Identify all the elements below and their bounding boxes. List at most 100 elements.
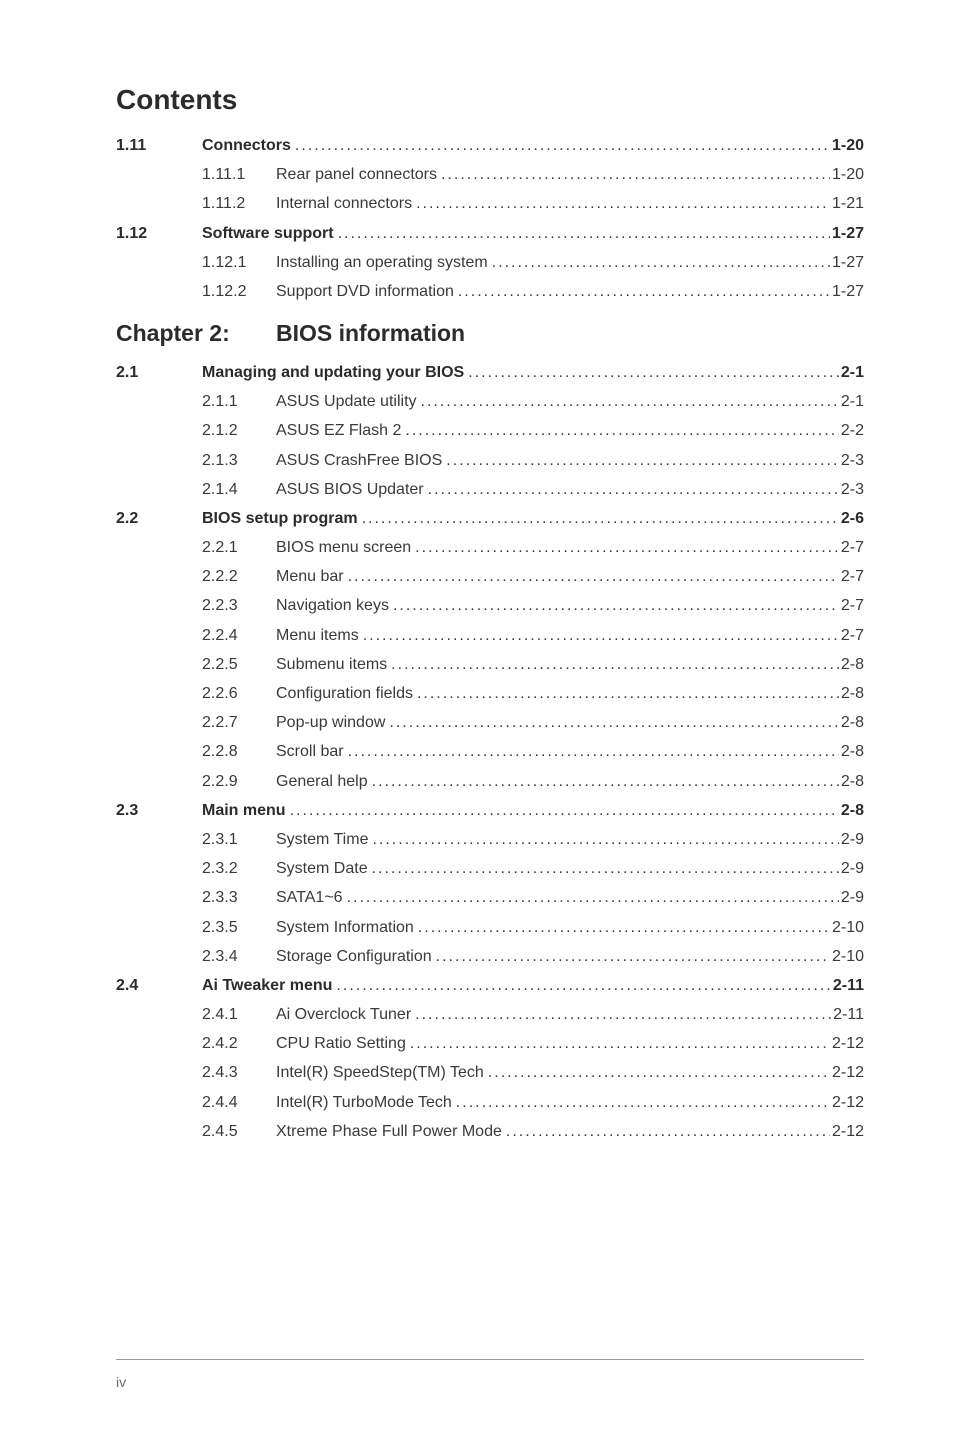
toc-subsection-number: 2.4.4 — [202, 1095, 276, 1111]
toc-row: 1.12Software support1-27 — [116, 226, 864, 242]
toc-entry-label: BIOS menu screen — [276, 540, 411, 556]
toc-leader-dots — [343, 890, 839, 906]
toc-row: 2.2.6Configuration fields2-8 — [116, 686, 864, 702]
toc-row: 2.2.3Navigation keys2-7 — [116, 598, 864, 614]
toc-row: 2.3Main menu2-8 — [116, 803, 864, 819]
toc-entry-label: Submenu items — [276, 657, 387, 673]
toc-subsection-number: 2.2.1 — [202, 540, 276, 556]
toc-page-number: 2-3 — [839, 453, 864, 469]
toc-entry-label: Intel(R) SpeedStep(TM) Tech — [276, 1065, 484, 1081]
toc-entry-label: Intel(R) TurboMode Tech — [276, 1095, 452, 1111]
toc-subsection-number: 2.1.4 — [202, 482, 276, 498]
toc-row: 2.3.3SATA1~62-9 — [116, 890, 864, 906]
toc-subsection-number: 2.2.8 — [202, 744, 276, 760]
toc-page-number: 2-8 — [839, 657, 864, 673]
toc-page-number: 1-27 — [830, 226, 864, 242]
toc-subsection-number: 1.11.1 — [202, 167, 276, 183]
toc-entry-label: Main menu — [202, 803, 286, 819]
toc-page-number: 2-7 — [839, 540, 864, 556]
toc-leader-dots — [411, 540, 839, 556]
toc-entry-label: Ai Tweaker menu — [202, 978, 332, 994]
toc-leader-dots — [454, 284, 830, 300]
toc-page-number: 2-7 — [839, 598, 864, 614]
toc-leader-dots — [432, 949, 830, 965]
toc-leader-dots — [387, 657, 839, 673]
toc-entry-label: SATA1~6 — [276, 890, 343, 906]
toc-page-number: 1-21 — [830, 196, 864, 212]
toc-leader-dots — [401, 423, 839, 439]
toc-page-number: 2-12 — [830, 1036, 864, 1052]
contents-title: Contents — [116, 84, 864, 116]
toc-leader-dots — [424, 482, 839, 498]
chapter-heading: Chapter 2:BIOS information — [116, 320, 864, 347]
toc-subsection-number: 2.4.1 — [202, 1007, 276, 1023]
toc-row: 2.2.5Submenu items 2-8 — [116, 657, 864, 673]
toc-page-number: 2-12 — [830, 1124, 864, 1140]
toc-row: 1.11.2Internal connectors1-21 — [116, 196, 864, 212]
toc-entry-label: Menu items — [276, 628, 359, 644]
toc-page-number: 2-11 — [831, 1007, 864, 1023]
toc-entry-label: BIOS setup program — [202, 511, 358, 527]
toc-entry-label: ASUS Update utility — [276, 394, 417, 410]
toc-leader-dots — [334, 226, 830, 242]
toc-entry-label: Internal connectors — [276, 196, 412, 212]
toc-subsection-number: 2.3.3 — [202, 890, 276, 906]
toc-entry-label: System Time — [276, 832, 368, 848]
toc-leader-dots — [452, 1095, 830, 1111]
toc-page-number: 1-20 — [830, 167, 864, 183]
toc-subsection-number: 2.3.5 — [202, 920, 276, 936]
toc-leader-dots — [344, 744, 839, 760]
toc-section-number: 2.4 — [116, 978, 202, 994]
toc-entry-label: Software support — [202, 226, 334, 242]
toc-leader-dots — [358, 511, 839, 527]
toc-entry-label: Navigation keys — [276, 598, 389, 614]
toc-page-number: 2-8 — [839, 744, 864, 760]
toc-row: 2.1.2ASUS EZ Flash 22-2 — [116, 423, 864, 439]
toc-subsection-number: 2.4.2 — [202, 1036, 276, 1052]
toc-leader-dots — [368, 861, 839, 877]
toc-leader-dots — [442, 453, 839, 469]
toc-page-number: 2-7 — [839, 628, 864, 644]
toc-subsection-number: 2.2.4 — [202, 628, 276, 644]
toc-leader-dots — [488, 255, 830, 271]
toc-entry-label: Connectors — [202, 138, 291, 154]
toc-row: 2.3.5System Information2-10 — [116, 920, 864, 936]
toc-leader-dots — [417, 394, 839, 410]
toc-subsection-number: 2.1.3 — [202, 453, 276, 469]
toc-leader-dots — [414, 920, 830, 936]
toc-entry-label: Storage Configuration — [276, 949, 432, 965]
toc-leader-dots — [502, 1124, 830, 1140]
toc-row: 2.2.2Menu bar2-7 — [116, 569, 864, 585]
toc-page-number: 2-12 — [830, 1065, 864, 1081]
chapter-label: Chapter 2: — [116, 320, 276, 347]
toc-row: 1.11.1Rear panel connectors 1-20 — [116, 167, 864, 183]
toc-leader-dots — [411, 1007, 831, 1023]
toc-subsection-number: 2.2.6 — [202, 686, 276, 702]
toc-page-number: 1-20 — [830, 138, 864, 154]
toc-subsection-number: 2.2.7 — [202, 715, 276, 731]
toc-subsection-number: 1.12.2 — [202, 284, 276, 300]
toc-subsection-number: 2.2.5 — [202, 657, 276, 673]
toc-subsection-number: 2.1.1 — [202, 394, 276, 410]
toc-entry-label: Configuration fields — [276, 686, 413, 702]
toc-subsection-number: 2.4.5 — [202, 1124, 276, 1140]
toc-section-number: 2.1 — [116, 365, 202, 381]
toc-entry-label: Menu bar — [276, 569, 344, 585]
toc-subsection-number: 1.12.1 — [202, 255, 276, 271]
footer-page-number: iv — [116, 1374, 126, 1390]
toc-row: 2.4Ai Tweaker menu2-11 — [116, 978, 864, 994]
toc-leader-dots — [286, 803, 839, 819]
toc-leader-dots — [464, 365, 839, 381]
toc-row: 2.2.9General help2-8 — [116, 774, 864, 790]
toc-entry-label: Rear panel connectors — [276, 167, 437, 183]
toc-entry-label: Managing and updating your BIOS — [202, 365, 464, 381]
toc-row: 2.2.4Menu items 2-7 — [116, 628, 864, 644]
toc-row: 1.11Connectors1-20 — [116, 138, 864, 154]
toc-page-number: 2-10 — [830, 920, 864, 936]
toc-entry-label: Ai Overclock Tuner — [276, 1007, 411, 1023]
toc-entry-label: Scroll bar — [276, 744, 344, 760]
toc-leader-dots — [385, 715, 838, 731]
toc-entry-label: Support DVD information — [276, 284, 454, 300]
toc-row: 2.1.3ASUS CrashFree BIOS2-3 — [116, 453, 864, 469]
toc-subsection-number: 2.4.3 — [202, 1065, 276, 1081]
